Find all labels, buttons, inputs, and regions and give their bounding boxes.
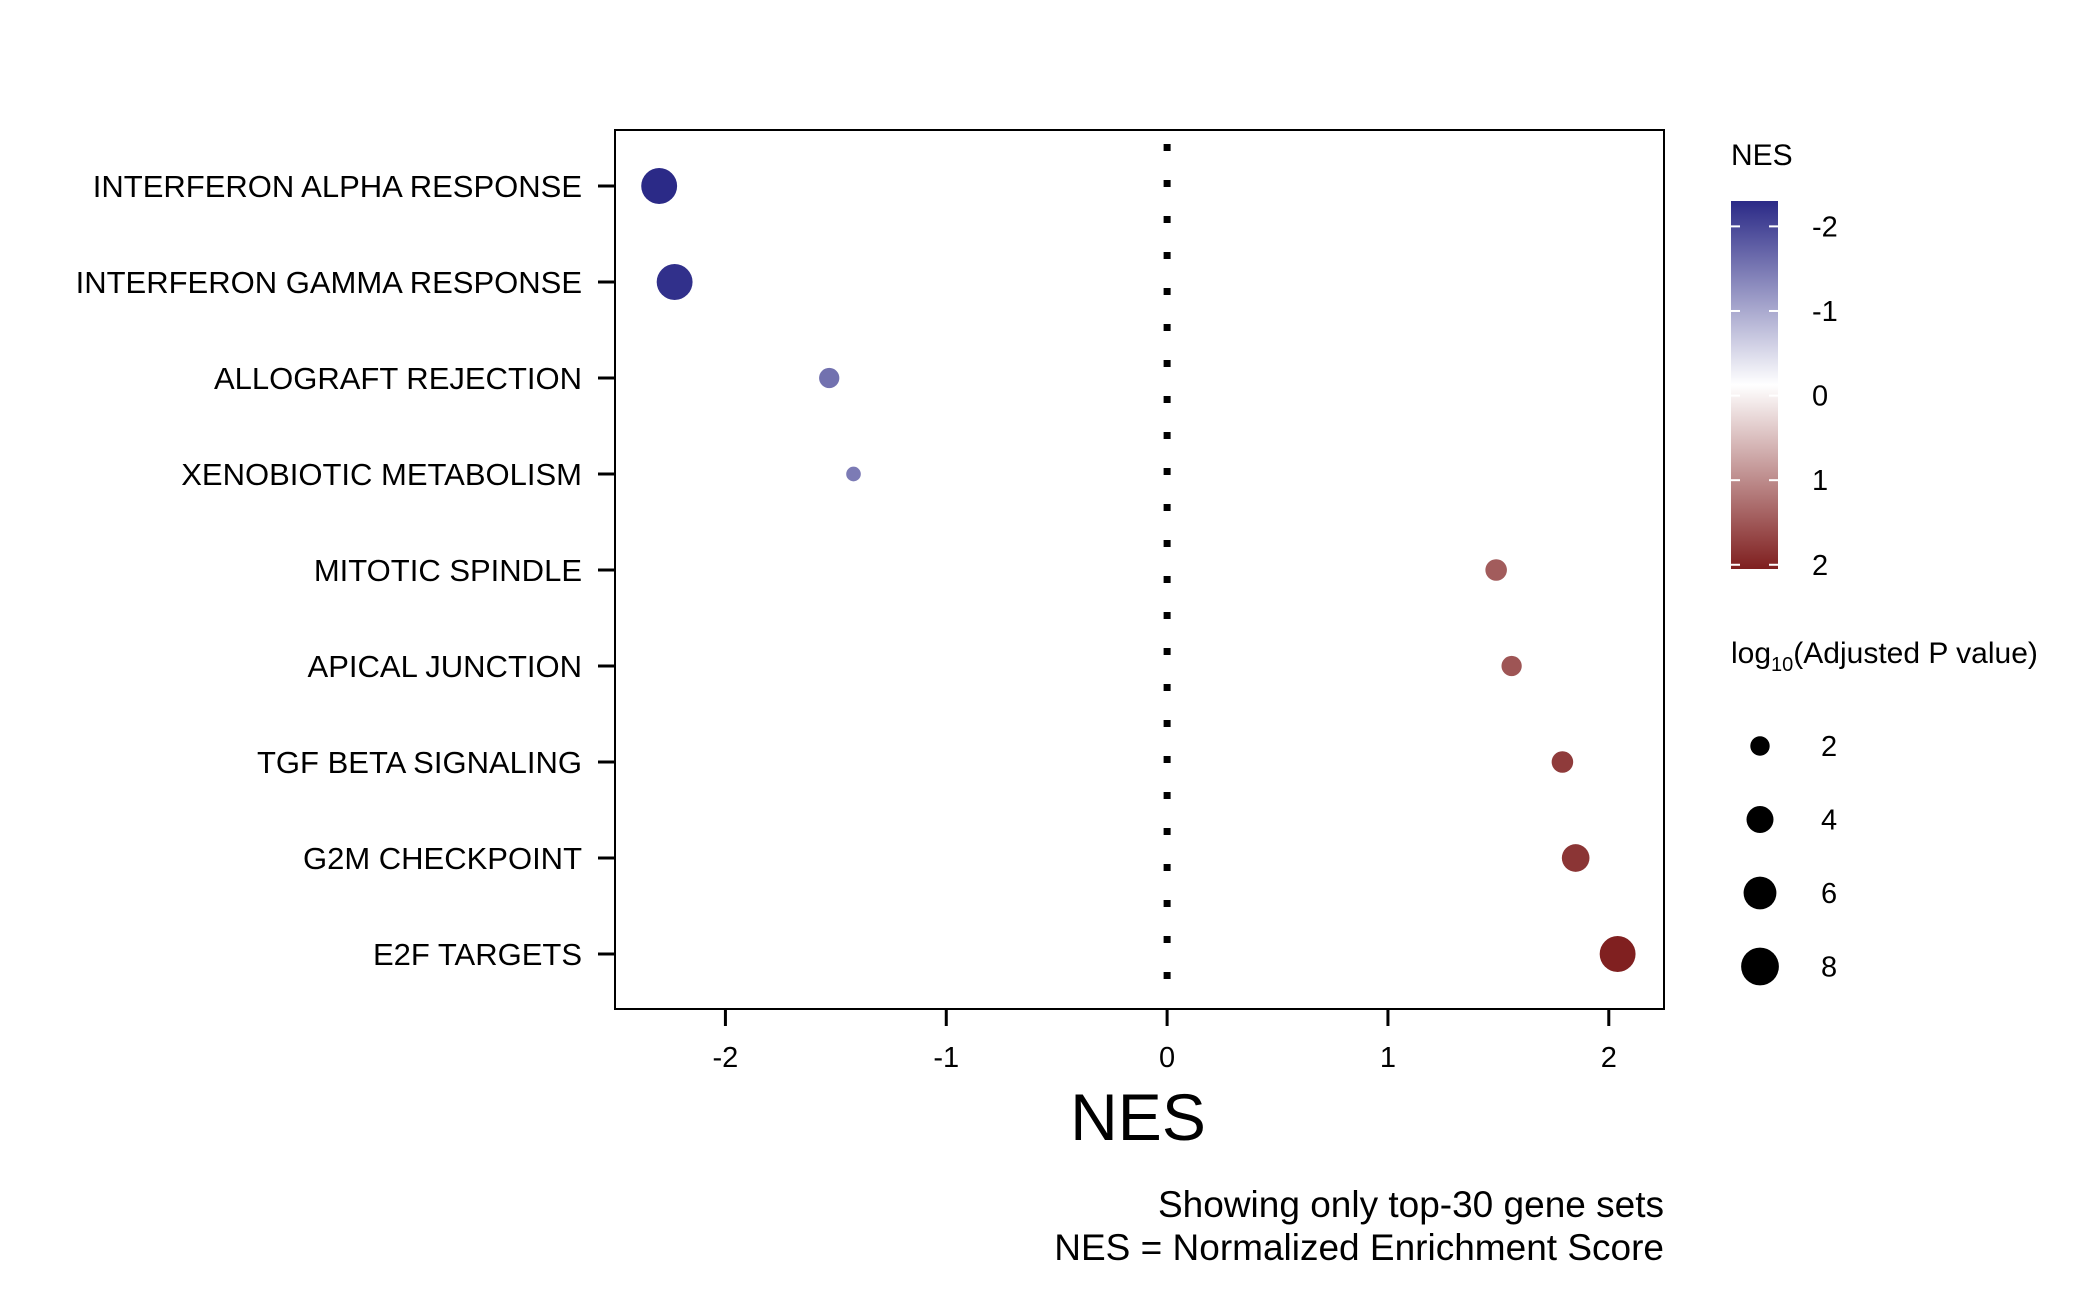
caption-line-2: NES = Normalized Enrichment Score [1054, 1227, 1664, 1268]
data-point [1485, 559, 1507, 581]
plot-area [614, 129, 1665, 1010]
x-tick-label: 1 [1380, 1042, 1396, 1074]
data-point [656, 264, 693, 300]
size-legend-label: 4 [1821, 805, 1837, 837]
size-legend-label: 6 [1821, 878, 1837, 910]
color-scale-bar [1731, 201, 1778, 569]
size-legend-dot [1743, 876, 1777, 910]
x-tick-label: -1 [933, 1042, 959, 1074]
color-scale-label: -2 [1812, 211, 1838, 243]
size-legend-dot [1750, 736, 1770, 756]
color-legend: NES -2 -1 0 1 2 [1731, 139, 1838, 582]
caption-line-1: Showing only top-30 gene sets [1158, 1184, 1664, 1225]
y-tick-label: APICAL JUNCTION [308, 649, 582, 684]
y-tick-label: INTERFERON ALPHA RESPONSE [93, 169, 582, 204]
size-legend-dot [1741, 947, 1779, 986]
y-axis: INTERFERON ALPHA RESPONSE INTERFERON GAMM… [76, 169, 615, 972]
data-point [1561, 844, 1590, 872]
size-legend: log10(Adjusted P value) 2 4 6 8 [1731, 637, 2038, 986]
color-scale-label: 0 [1812, 381, 1828, 413]
size-legend-title-suffix: (Adjusted P value) [1793, 637, 2038, 670]
x-tick-label: 0 [1159, 1042, 1175, 1074]
data-point [1551, 751, 1574, 773]
size-legend-label: 2 [1821, 731, 1837, 763]
color-legend-title: NES [1731, 139, 1793, 172]
data-point [846, 466, 861, 482]
y-tick-label: TGF BETA SIGNALING [257, 745, 582, 780]
y-tick-label: E2F TARGETS [373, 937, 582, 972]
size-legend-title: log10(Adjusted P value) [1731, 637, 2038, 676]
y-tick-label: ALLOGRAFT REJECTION [214, 361, 582, 396]
color-scale-label: 2 [1812, 550, 1828, 582]
y-tick-label: G2M CHECKPOINT [303, 841, 582, 876]
x-tick-label: -2 [713, 1042, 739, 1074]
color-scale-label: 1 [1812, 465, 1828, 497]
x-axis: -2 -1 0 1 2 [713, 1009, 1617, 1074]
color-scale-label: -1 [1812, 296, 1838, 328]
size-legend-title-subscript: 10 [1771, 654, 1793, 676]
data-point [1501, 655, 1522, 677]
y-tick-label: MITOTIC SPINDLE [314, 553, 582, 588]
size-legend-label: 8 [1821, 952, 1837, 984]
y-tick-label: XENOBIOTIC METABOLISM [181, 457, 582, 492]
x-axis-title: NES [1070, 1080, 1206, 1154]
data-point [819, 367, 840, 389]
size-legend-dot [1746, 806, 1774, 833]
size-legend-title-prefix: log [1731, 637, 1771, 670]
y-tick-label: INTERFERON GAMMA RESPONSE [76, 265, 582, 300]
x-tick-label: 2 [1601, 1042, 1617, 1074]
data-point [641, 168, 678, 204]
data-point [1599, 936, 1636, 972]
